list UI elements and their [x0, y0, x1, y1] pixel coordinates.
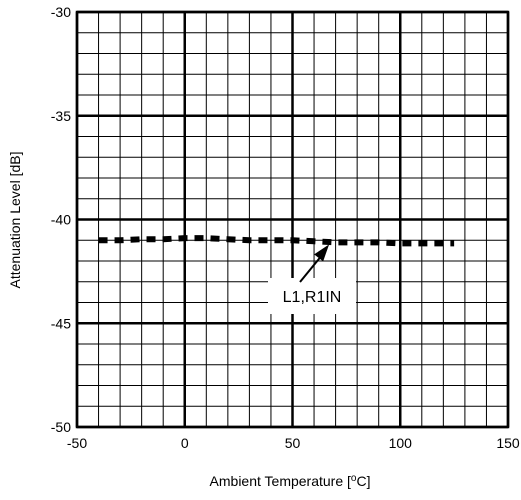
y-axis-title: Attenuation Level [dB]: [7, 152, 23, 289]
y-tick-label: -50: [51, 419, 71, 435]
x-axis-title: Ambient Temperature [oC]: [210, 473, 371, 490]
y-tick-label: -45: [51, 315, 71, 331]
tick-labels: -50 0 50 100 150 -30 -35 -40 -45 -50: [51, 4, 520, 451]
x-tick-label: 100: [389, 435, 413, 451]
x-tick-label: -50: [67, 435, 87, 451]
x-axis-title-unit: C]: [356, 473, 370, 489]
annotation-arrowhead: [314, 244, 329, 261]
x-tick-label: 0: [181, 435, 189, 451]
y-tick-label: -30: [51, 4, 71, 20]
annotation-label: L1,R1IN: [283, 289, 342, 306]
x-tick-label: 150: [496, 435, 520, 451]
annotation-layer: L1,R1IN: [268, 244, 356, 314]
x-tick-label: 50: [285, 435, 301, 451]
y-tick-label: -35: [51, 108, 71, 124]
y-tick-label: -40: [51, 212, 71, 228]
